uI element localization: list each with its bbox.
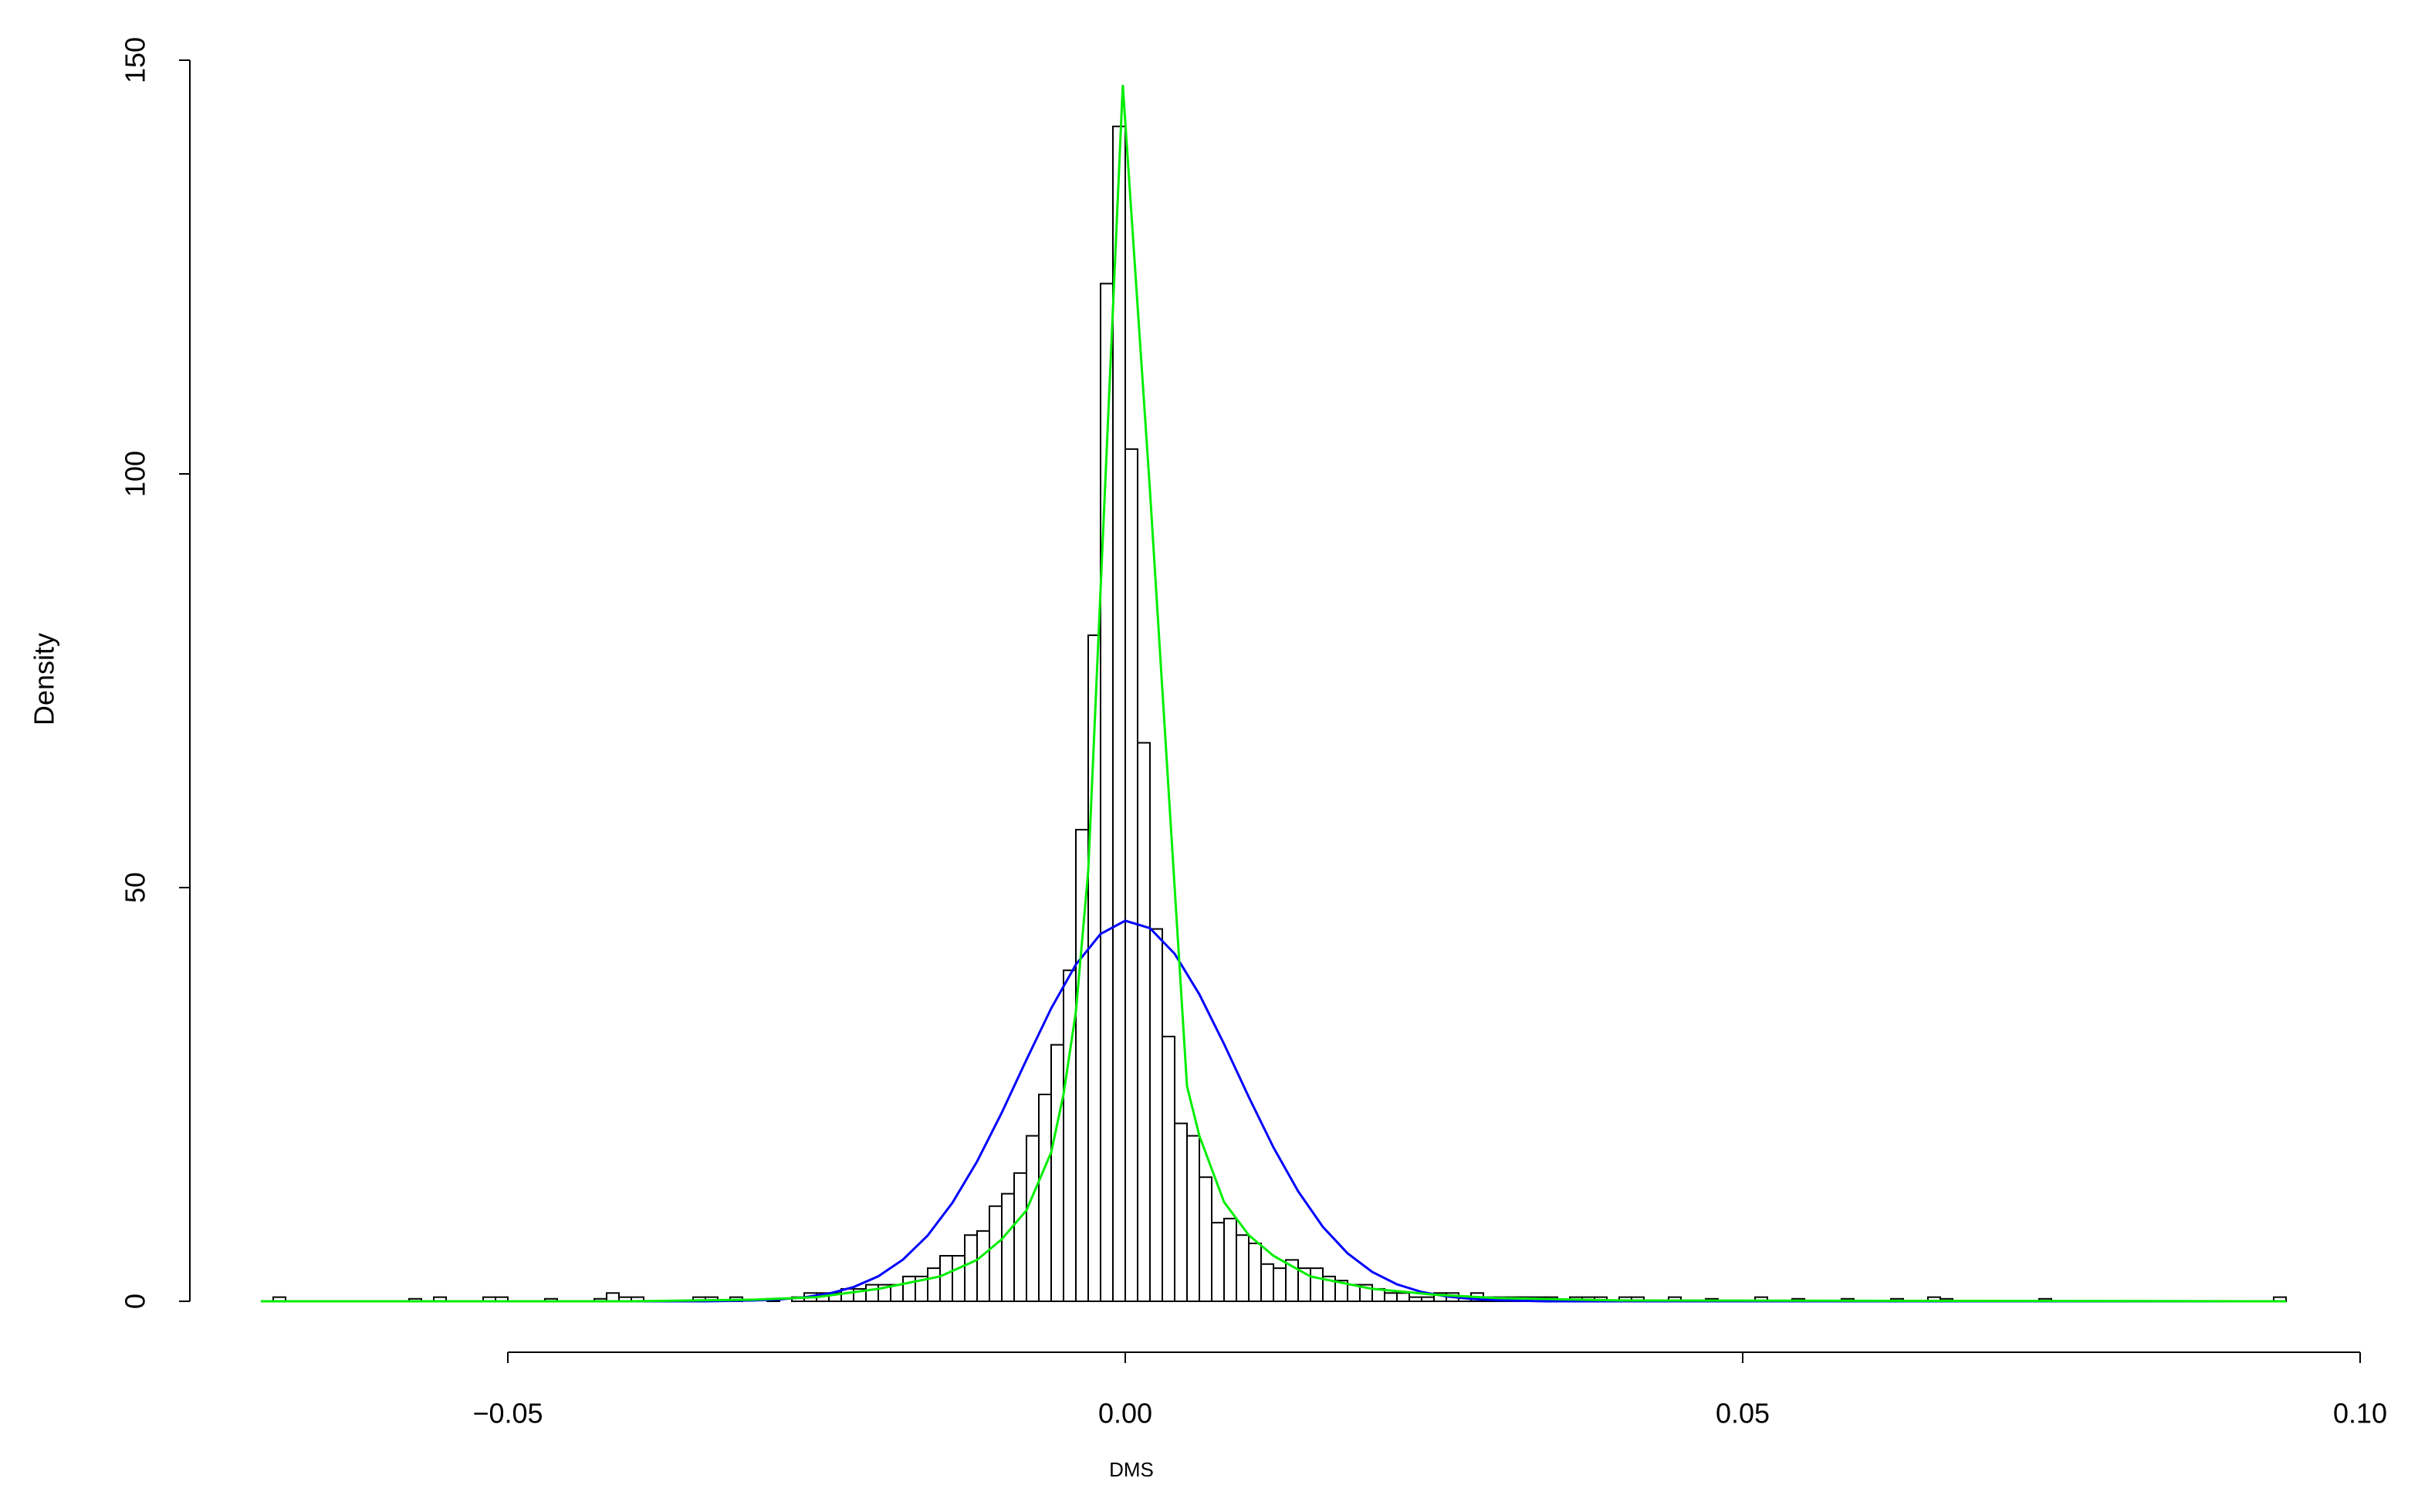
y-axis-label: Density [29, 633, 60, 726]
histogram-bar [1347, 1284, 1361, 1303]
histogram-bar [1236, 1234, 1250, 1302]
histogram-bar [1199, 1176, 1212, 1302]
histogram-bar [1211, 1222, 1225, 1303]
histogram-bar [1137, 742, 1151, 1302]
histogram-bar [952, 1255, 966, 1303]
histogram-bar [1260, 1263, 1274, 1303]
histogram-bar [1174, 1122, 1188, 1303]
histogram-bar [939, 1255, 953, 1303]
histogram-bar [989, 1205, 1003, 1302]
y-tick-label: 100 [120, 451, 151, 497]
histogram-bar [1026, 1135, 1040, 1302]
histogram-bar [1273, 1267, 1287, 1302]
histogram-bar [1013, 1172, 1027, 1302]
histogram-bar [1409, 1296, 1422, 1303]
histogram-bar [1384, 1292, 1398, 1303]
histogram-bar [1038, 1094, 1052, 1302]
histogram-bar [1223, 1217, 1237, 1303]
histogram-bar [1050, 1044, 1064, 1303]
histogram-bar [1310, 1267, 1324, 1302]
histogram-bar [902, 1275, 916, 1302]
histogram-bar [1001, 1192, 1015, 1303]
y-tick-label: 0 [120, 1294, 151, 1309]
histogram-bar [1162, 1035, 1175, 1302]
histogram-bar [1421, 1296, 1435, 1303]
density-curve [261, 85, 2287, 1303]
histogram-bar [964, 1234, 978, 1302]
x-tick-label: −0.05 [472, 1398, 543, 1429]
histogram-bar [1186, 1135, 1200, 1302]
histogram-bar [1112, 125, 1126, 1302]
histogram-bar [1248, 1242, 1262, 1302]
x-tick-label: 0.10 [2333, 1398, 2387, 1429]
histogram-bar [890, 1284, 904, 1303]
histogram-bar [976, 1230, 990, 1303]
y-tick-label: 50 [120, 872, 151, 903]
density-curve [261, 919, 2286, 1303]
x-tick-label: 0.05 [1716, 1398, 1770, 1429]
histogram-bar [865, 1284, 879, 1303]
histogram-bar [1149, 928, 1163, 1302]
y-tick-label: 150 [120, 37, 151, 83]
histogram-bar [927, 1267, 941, 1302]
histogram-bar [1124, 448, 1138, 1303]
histogram-bar [606, 1292, 620, 1303]
histogram-bar [1396, 1292, 1410, 1303]
x-axis-label: DMS [1109, 1458, 1154, 1481]
x-tick-label: 0.00 [1098, 1398, 1152, 1429]
